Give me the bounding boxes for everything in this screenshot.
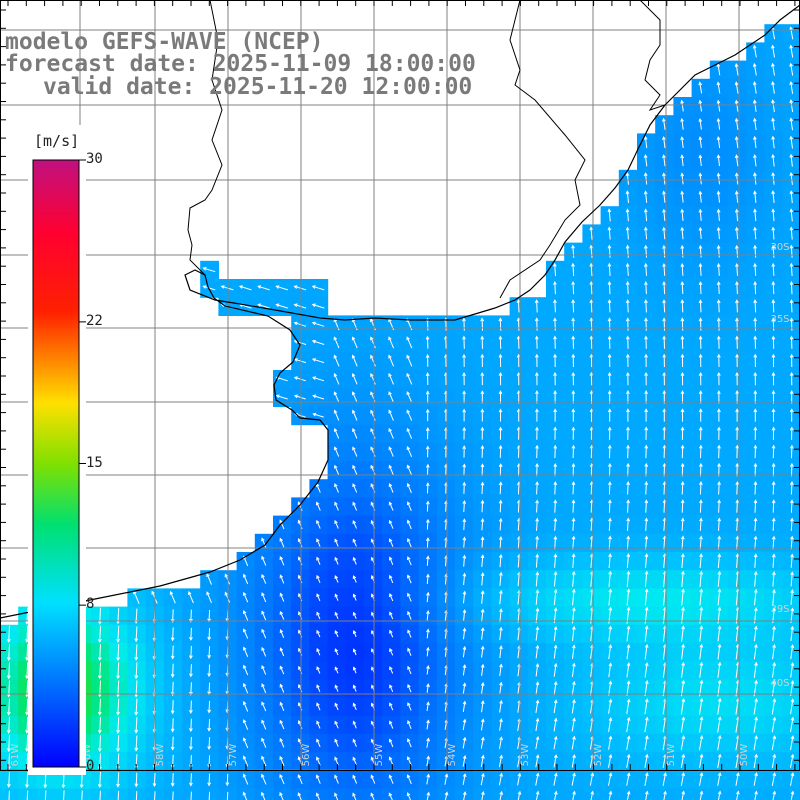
latitude-label: 30S	[770, 242, 789, 253]
latitude-label: 40S	[770, 678, 789, 689]
latitude-label: 35S	[770, 314, 789, 325]
longitude-label: 57W	[228, 744, 239, 767]
latitude-label: 39S	[770, 604, 789, 615]
colorbar-tick-label: 30	[86, 151, 103, 167]
colorbar-tick-label: 0	[86, 758, 95, 774]
longitude-label: 58W	[155, 744, 166, 767]
model-title: modelo GEFS-WAVE (NCEP)	[5, 29, 324, 55]
longitude-label: 53W	[520, 744, 531, 767]
longitude-label: 55W	[374, 744, 385, 767]
longitude-label: 52W	[593, 744, 604, 767]
coastline	[0, 0, 800, 619]
colorbar-gradient	[32, 159, 80, 768]
colorbar-tick-label: 8	[86, 596, 95, 613]
forecast-date: forecast date: 2025-11-09 18:00:00	[5, 51, 476, 77]
colorbar-unit: [m/s]	[34, 132, 80, 150]
colorbar-tick-label: 22	[86, 312, 103, 329]
longitude-label: 51W	[666, 744, 677, 767]
longitude-label: 54W	[447, 744, 458, 767]
longitude-label: 50W	[739, 744, 750, 767]
colorbar	[28, 125, 86, 775]
longitude-label: 60W	[82, 744, 93, 767]
longitude-labels: 61W 60W 58W 57W 56W 55W 54W 53W 52W 51W 50W	[10, 744, 750, 767]
wind-speed-field	[0, 24, 800, 800]
valid-date: valid date: 2025-11-20 12:00:00	[43, 74, 473, 100]
longitude-label: 61W	[10, 744, 21, 767]
longitude-label: 56W	[301, 744, 312, 767]
lat-lon-grid	[0, 0, 800, 771]
colorbar-tick-label: 15	[86, 454, 103, 471]
latitude-labels: 30S 35S 39S 40S	[770, 242, 789, 689]
